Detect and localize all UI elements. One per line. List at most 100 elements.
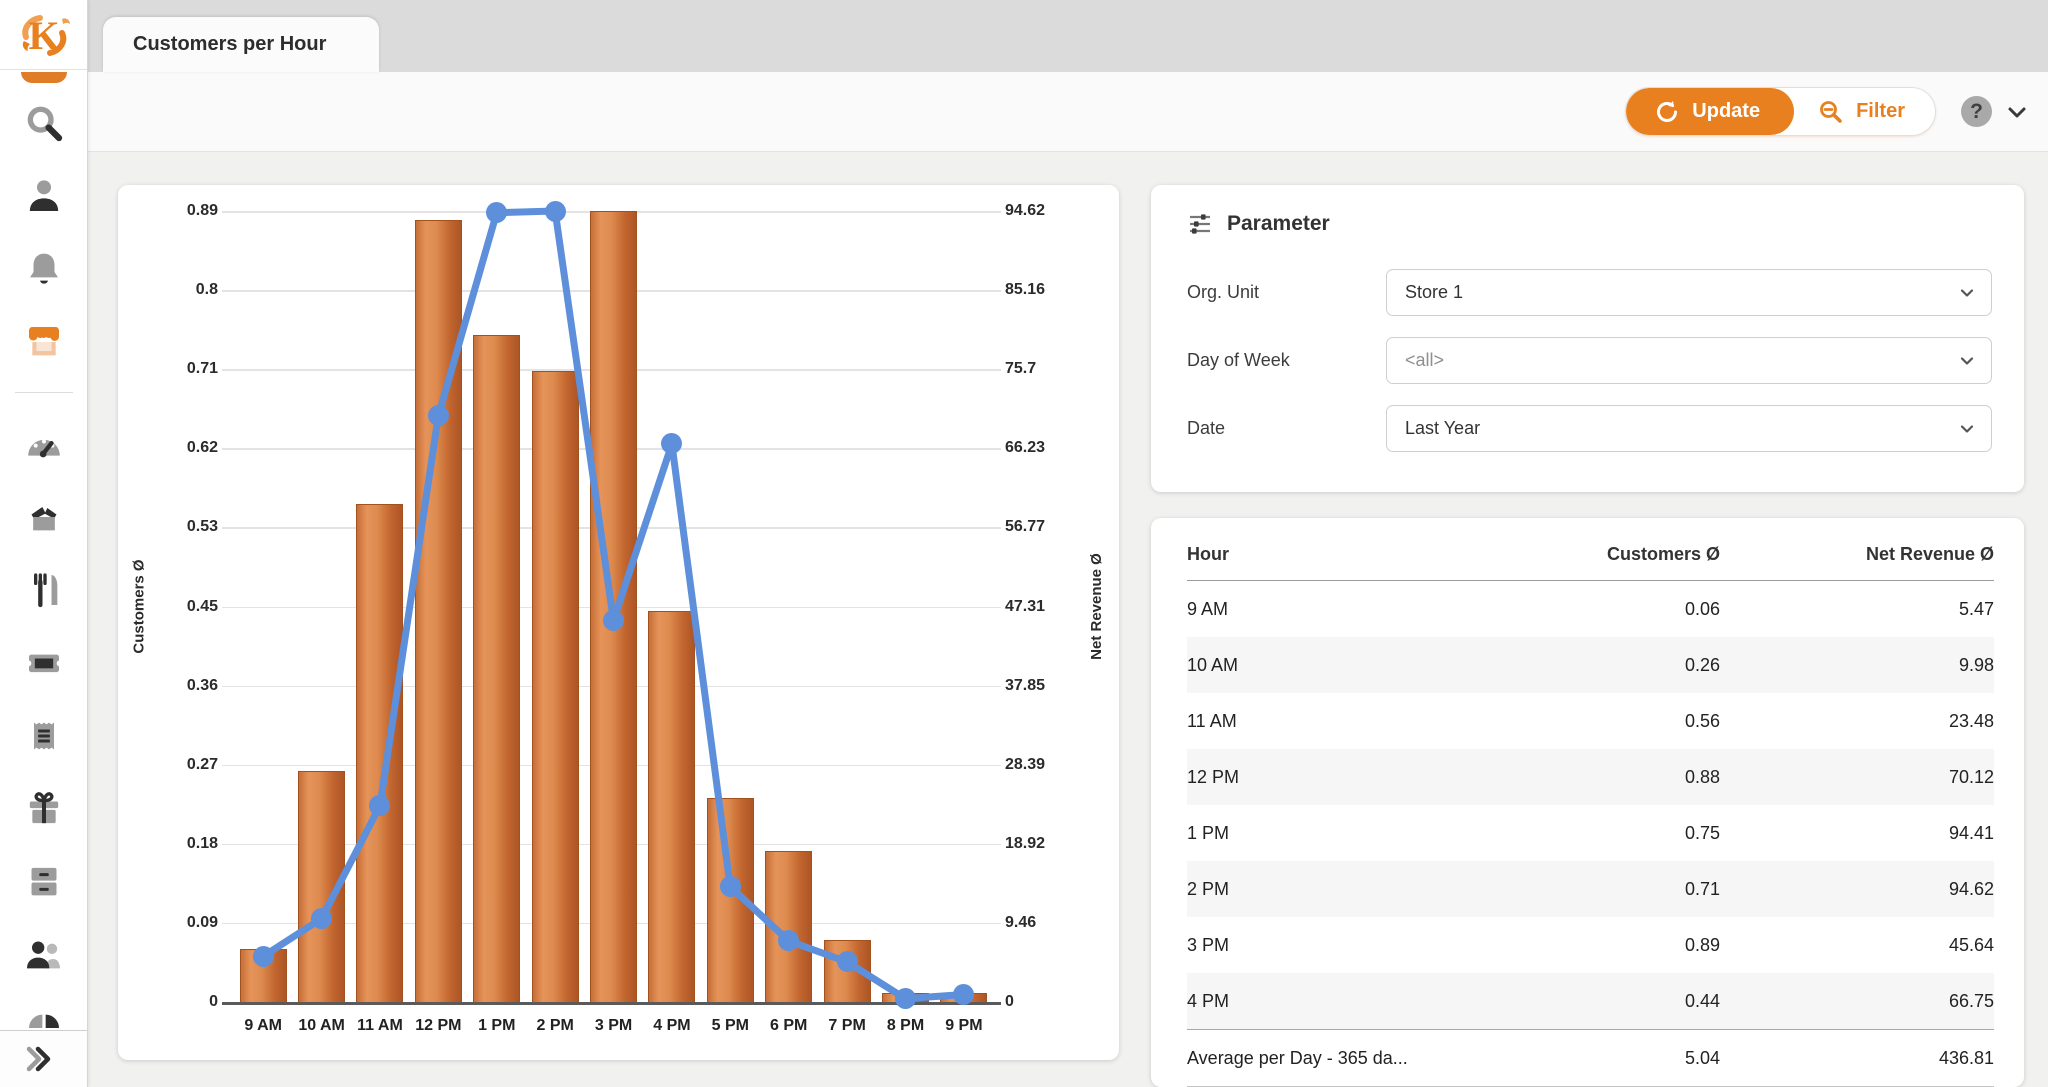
table-row: 1 PM0.7594.41	[1187, 805, 1994, 861]
cell-net-revenue: 9.98	[1720, 655, 1994, 676]
sidebar-nav	[0, 96, 87, 1029]
right-tick-label: 18.92	[993, 835, 1081, 853]
day-of-week-select[interactable]: <all>	[1386, 337, 1992, 384]
update-filter-group: Update Filter	[1626, 88, 1935, 135]
sidebar-item-receipt[interactable]	[21, 713, 67, 758]
cell-net-revenue: 94.41	[1720, 823, 1994, 844]
org-unit-select[interactable]: Store 1	[1386, 269, 1992, 316]
filter-label: Filter	[1856, 100, 1905, 123]
table-header: Hour Customers Ø Net Revenue Ø	[1187, 524, 1994, 581]
gauge-icon	[24, 424, 64, 464]
filter-button[interactable]: Filter	[1794, 88, 1935, 135]
users-icon	[24, 935, 64, 975]
col-net-revenue: Net Revenue Ø	[1720, 544, 1994, 565]
sidebar-item-pie[interactable]	[21, 1005, 67, 1029]
tab-customers-per-hour[interactable]: Customers per Hour	[103, 17, 379, 72]
right-tick-label: 28.39	[993, 756, 1081, 774]
table-row: 2 PM0.7194.62	[1187, 861, 1994, 917]
cell-hour: 11 AM	[1187, 711, 1500, 732]
x-tick-label: 8 PM	[876, 1017, 934, 1035]
x-tick-label: 11 AM	[351, 1017, 409, 1035]
korona-logo-icon: K	[16, 7, 72, 63]
sidebar-item-restaurant[interactable]	[21, 567, 67, 612]
sidebar-item-user[interactable]	[21, 173, 67, 218]
col-customers: Customers Ø	[1500, 544, 1720, 565]
parameter-row: Date Last Year	[1187, 405, 1992, 452]
user-menu-button[interactable]	[2004, 99, 2030, 125]
update-button[interactable]: Update	[1626, 88, 1794, 135]
parameter-label: Date	[1187, 418, 1386, 439]
sidebar-expand-button[interactable]	[0, 1030, 87, 1087]
cabinet-icon	[24, 862, 64, 902]
x-tick-label: 9 PM	[935, 1017, 993, 1035]
line-series	[234, 211, 993, 1002]
table-row: 4 PM0.4466.75	[1187, 973, 1994, 1029]
table-row: 12 PM0.8870.12	[1187, 749, 1994, 805]
sidebar-item-gift[interactable]	[21, 786, 67, 831]
x-tick-label: 7 PM	[818, 1017, 876, 1035]
sidebar-item-ticket[interactable]	[21, 640, 67, 685]
help-icon: ?	[1970, 100, 1983, 124]
right-axis-ticks: 94.6285.1675.766.2356.7747.3137.8528.391…	[993, 211, 1081, 1002]
clipped-scrolled-icon	[21, 72, 67, 83]
chevron-down-icon	[1957, 351, 1977, 371]
line-point-7pm	[837, 951, 858, 972]
sidebar-divider	[15, 392, 73, 393]
table-body[interactable]: 9 AM0.065.4710 AM0.269.9811 AM0.5623.481…	[1187, 581, 1994, 1030]
sidebar-item-users[interactable]	[21, 932, 67, 977]
help-button[interactable]: ?	[1961, 96, 1992, 127]
cell-net-revenue: 45.64	[1720, 935, 1994, 956]
x-tick-label: 1 PM	[468, 1017, 526, 1035]
cell-hour: 4 PM	[1187, 991, 1500, 1012]
sidebar-item-bell[interactable]	[21, 246, 67, 291]
store-icon	[24, 322, 64, 362]
x-tick-label: 3 PM	[584, 1017, 642, 1035]
footer-label: Average per Day - 365 da...	[1187, 1048, 1500, 1069]
right-tick-label: 0	[993, 993, 1081, 1011]
sidebar-item-box[interactable]	[21, 494, 67, 539]
right-tick-label: 9.46	[993, 914, 1081, 932]
cell-hour: 10 AM	[1187, 655, 1500, 676]
search-icon	[24, 103, 64, 143]
box-icon	[24, 497, 64, 537]
cell-net-revenue: 5.47	[1720, 599, 1994, 620]
chart-plot-area	[234, 211, 993, 1002]
parameter-header: Parameter	[1187, 211, 1992, 237]
sidebar-item-cabinet[interactable]	[21, 859, 67, 904]
parameter-row: Day of Week <all>	[1187, 337, 1992, 384]
parameter-label: Day of Week	[1187, 350, 1386, 371]
x-axis-labels: 9 AM10 AM11 AM12 PM1 PM2 PM3 PM4 PM5 PM6…	[234, 1002, 993, 1050]
cell-hour: 9 AM	[1187, 599, 1500, 620]
cell-customers: 0.89	[1500, 935, 1720, 956]
right-column: Parameter Org. UnitStore 1 Day of Week <al…	[1151, 185, 2024, 1087]
sidebar-item-store[interactable]	[21, 319, 67, 364]
x-axis-baseline	[222, 1002, 1001, 1005]
cell-net-revenue: 66.75	[1720, 991, 1994, 1012]
right-tick-label: 75.7	[993, 360, 1081, 378]
right-tick-label: 94.62	[993, 202, 1081, 220]
left-axis-title: Customers Ø	[124, 211, 154, 1002]
select-value: Last Year	[1405, 418, 1480, 439]
sidebar-item-search[interactable]	[21, 100, 67, 145]
x-tick-label: 12 PM	[409, 1017, 467, 1035]
x-tick-label: 6 PM	[760, 1017, 818, 1035]
parameter-panel: Parameter Org. UnitStore 1 Day of Week <al…	[1151, 185, 2024, 492]
sidebar: K	[0, 0, 88, 1087]
parameter-label: Org. Unit	[1187, 282, 1386, 303]
restaurant-icon	[24, 570, 64, 610]
cell-net-revenue: 23.48	[1720, 711, 1994, 732]
date-select[interactable]: Last Year	[1386, 405, 1992, 452]
line-point-5pm	[720, 876, 741, 897]
content: Customers Ø 0.890.80.710.620.530.450.360…	[88, 153, 2048, 1087]
right-tick-label: 85.16	[993, 281, 1081, 299]
cell-customers: 0.88	[1500, 767, 1720, 788]
select-value: <all>	[1405, 350, 1444, 371]
hourly-table-card: Hour Customers Ø Net Revenue Ø 9 AM0.065…	[1151, 518, 2024, 1087]
line-point-9am	[253, 946, 274, 967]
app-logo[interactable]: K	[0, 0, 87, 70]
cell-net-revenue: 70.12	[1720, 767, 1994, 788]
cell-customers: 0.06	[1500, 599, 1720, 620]
sidebar-item-gauge[interactable]	[21, 421, 67, 466]
chevron-down-icon	[2004, 99, 2030, 125]
parameter-title: Parameter	[1227, 212, 1330, 236]
